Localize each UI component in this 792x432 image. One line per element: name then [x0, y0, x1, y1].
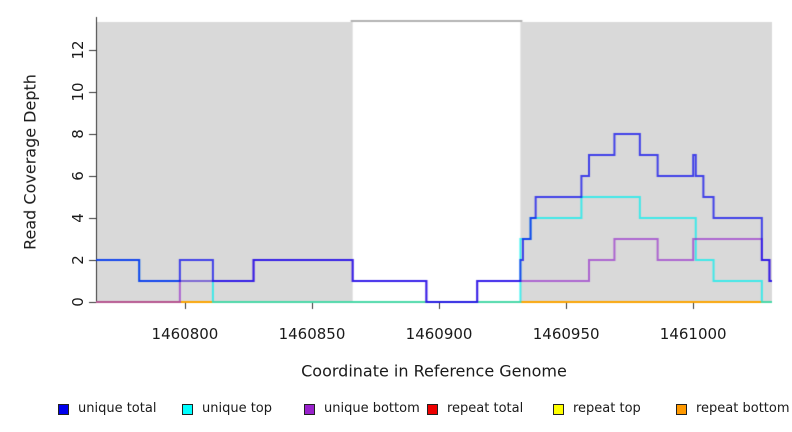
- legend-label-repeat-top: repeat top: [573, 401, 641, 416]
- legend-swatch-repeat-top: [553, 404, 564, 415]
- y-tick-label-0: 0: [69, 297, 87, 307]
- legend-label-unique-top: unique top: [202, 401, 273, 416]
- y-tick-label-4: 4: [69, 213, 87, 223]
- x-tick-label-1460900: 1460900: [405, 325, 473, 343]
- legend-swatch-unique-total: [58, 404, 69, 415]
- legend-swatch-unique-bottom: [304, 404, 315, 415]
- legend-swatch-repeat-bottom: [676, 404, 687, 415]
- y-tick-label-2: 2: [69, 255, 87, 265]
- x-tick-label-1461000: 1461000: [659, 325, 727, 343]
- x-tick-label-1460800: 1460800: [151, 325, 219, 343]
- y-tick-label-12: 12: [69, 40, 87, 60]
- y-tick-label-10: 10: [69, 82, 87, 102]
- legend-label-repeat-total: repeat total: [447, 401, 524, 416]
- legend-swatch-unique-top: [182, 404, 193, 415]
- x-tick-label-1460850: 1460850: [278, 325, 346, 343]
- legend-label-repeat-bottom: repeat bottom: [696, 401, 790, 416]
- y-tick-label-6: 6: [69, 171, 87, 181]
- x-tick-label-1460950: 1460950: [532, 325, 600, 343]
- x-axis-label: Coordinate in Reference Genome: [301, 361, 567, 381]
- legend-label-unique-total: unique total: [78, 401, 157, 416]
- legend-swatch-repeat-total: [427, 404, 438, 415]
- legend-label-unique-bottom: unique bottom: [324, 401, 420, 416]
- y-tick-label-8: 8: [69, 129, 87, 139]
- y-axis-label: Read Coverage Depth: [20, 74, 40, 250]
